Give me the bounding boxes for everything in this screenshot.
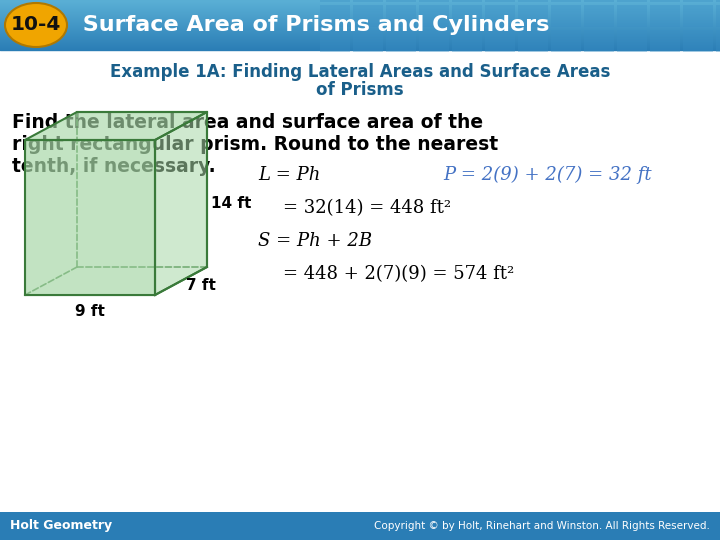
FancyBboxPatch shape bbox=[386, 0, 416, 2]
Text: 9 ft: 9 ft bbox=[75, 303, 105, 319]
FancyBboxPatch shape bbox=[485, 0, 515, 2]
Text: Example 1A: Finding Lateral Areas and Surface Areas: Example 1A: Finding Lateral Areas and Su… bbox=[110, 63, 610, 81]
FancyBboxPatch shape bbox=[320, 5, 350, 27]
FancyBboxPatch shape bbox=[386, 5, 416, 27]
FancyBboxPatch shape bbox=[584, 5, 614, 27]
FancyBboxPatch shape bbox=[584, 0, 614, 2]
Polygon shape bbox=[25, 140, 155, 295]
FancyBboxPatch shape bbox=[716, 30, 720, 52]
Text: right rectangular prism. Round to the nearest: right rectangular prism. Round to the ne… bbox=[12, 134, 498, 153]
FancyBboxPatch shape bbox=[452, 5, 482, 27]
FancyBboxPatch shape bbox=[518, 5, 548, 27]
FancyBboxPatch shape bbox=[650, 30, 680, 52]
Text: 10-4: 10-4 bbox=[11, 16, 61, 35]
Polygon shape bbox=[155, 112, 207, 295]
FancyBboxPatch shape bbox=[551, 0, 581, 2]
FancyBboxPatch shape bbox=[551, 30, 581, 52]
Text: Find the lateral area and surface area of the: Find the lateral area and surface area o… bbox=[12, 112, 483, 132]
FancyBboxPatch shape bbox=[617, 30, 647, 52]
FancyBboxPatch shape bbox=[518, 30, 548, 52]
FancyBboxPatch shape bbox=[617, 0, 647, 2]
FancyBboxPatch shape bbox=[386, 30, 416, 52]
FancyBboxPatch shape bbox=[683, 30, 713, 52]
FancyBboxPatch shape bbox=[584, 30, 614, 52]
Text: Surface Area of Prisms and Cylinders: Surface Area of Prisms and Cylinders bbox=[75, 15, 549, 35]
Ellipse shape bbox=[5, 3, 67, 47]
FancyBboxPatch shape bbox=[716, 5, 720, 27]
FancyBboxPatch shape bbox=[419, 30, 449, 52]
Polygon shape bbox=[25, 112, 207, 140]
FancyBboxPatch shape bbox=[716, 0, 720, 2]
FancyBboxPatch shape bbox=[320, 0, 350, 2]
FancyBboxPatch shape bbox=[353, 5, 383, 27]
FancyBboxPatch shape bbox=[320, 30, 350, 52]
Text: S = Ph + 2B: S = Ph + 2B bbox=[258, 232, 372, 250]
FancyBboxPatch shape bbox=[452, 0, 482, 2]
Text: = 448 + 2(7)(9) = 574 ft²: = 448 + 2(7)(9) = 574 ft² bbox=[283, 265, 514, 283]
Text: 14 ft: 14 ft bbox=[211, 196, 251, 211]
FancyBboxPatch shape bbox=[650, 0, 680, 2]
FancyBboxPatch shape bbox=[353, 0, 383, 2]
Text: L = Ph: L = Ph bbox=[258, 166, 320, 184]
Text: 7 ft: 7 ft bbox=[186, 278, 216, 293]
FancyBboxPatch shape bbox=[485, 5, 515, 27]
Text: = 32(14) = 448 ft²: = 32(14) = 448 ft² bbox=[283, 199, 451, 217]
FancyBboxPatch shape bbox=[683, 5, 713, 27]
FancyBboxPatch shape bbox=[485, 30, 515, 52]
FancyBboxPatch shape bbox=[0, 512, 720, 540]
FancyBboxPatch shape bbox=[617, 5, 647, 27]
Text: tenth, if necessary.: tenth, if necessary. bbox=[12, 157, 215, 176]
FancyBboxPatch shape bbox=[650, 5, 680, 27]
Text: of Prisms: of Prisms bbox=[316, 81, 404, 99]
FancyBboxPatch shape bbox=[683, 0, 713, 2]
FancyBboxPatch shape bbox=[452, 30, 482, 52]
Text: Copyright © by Holt, Rinehart and Winston. All Rights Reserved.: Copyright © by Holt, Rinehart and Winsto… bbox=[374, 521, 710, 531]
FancyBboxPatch shape bbox=[419, 5, 449, 27]
FancyBboxPatch shape bbox=[518, 0, 548, 2]
FancyBboxPatch shape bbox=[551, 5, 581, 27]
Text: P = 2(9) + 2(7) = 32 ft: P = 2(9) + 2(7) = 32 ft bbox=[443, 166, 652, 184]
FancyBboxPatch shape bbox=[419, 0, 449, 2]
FancyBboxPatch shape bbox=[353, 30, 383, 52]
Text: Holt Geometry: Holt Geometry bbox=[10, 519, 112, 532]
